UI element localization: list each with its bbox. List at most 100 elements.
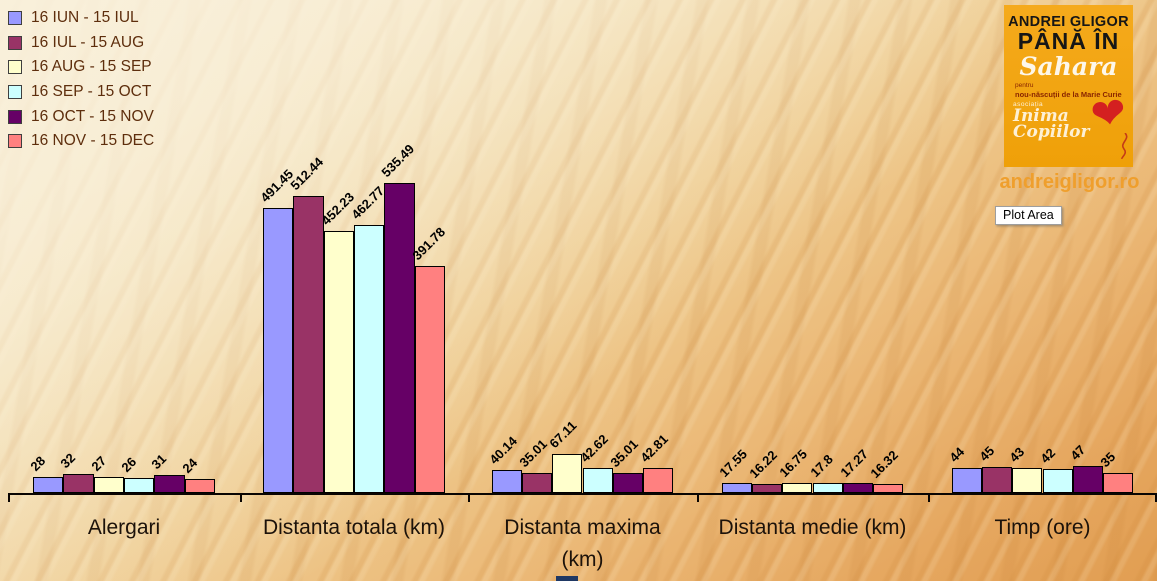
bar-16IUN-15IUL-0[interactable] bbox=[33, 477, 64, 493]
bar-16IUL-15AUG-4[interactable] bbox=[981, 467, 1013, 493]
bar-16OCT-15NOV-3[interactable] bbox=[842, 483, 874, 493]
bar-16NOV-15DEC-4[interactable] bbox=[1103, 473, 1134, 493]
legend-label: 16 NOV - 15 DEC bbox=[31, 132, 155, 150]
bar-16NOV-15DEC-3[interactable] bbox=[873, 484, 904, 493]
bar-data-label: 27 bbox=[88, 453, 109, 474]
bar-16NOV-15DEC-1[interactable] bbox=[414, 266, 445, 493]
bar-data-label: 67.11 bbox=[546, 417, 580, 451]
bar-data-label: 47 bbox=[1067, 442, 1089, 463]
bar-16NOV-15DEC-0[interactable] bbox=[184, 479, 215, 493]
legend-label: 16 IUN - 15 IUL bbox=[31, 9, 139, 27]
category-label: Timp (ore) bbox=[994, 516, 1091, 539]
charity-association-label: asociația bbox=[1013, 101, 1044, 109]
bar-16IUN-15IUL-1[interactable] bbox=[263, 208, 294, 493]
bar-data-label: 16.75 bbox=[776, 446, 811, 480]
axis-tick bbox=[468, 493, 470, 502]
axis-tick bbox=[240, 493, 242, 502]
legend-item[interactable]: 16 OCT - 15 NOV bbox=[8, 104, 154, 129]
category-axis-line bbox=[8, 493, 1157, 495]
legend-swatch-icon bbox=[8, 60, 22, 75]
heart-balloon-string bbox=[1121, 133, 1128, 160]
logo-title-script: Sahara bbox=[1019, 52, 1118, 82]
bar-data-label: 42.81 bbox=[637, 431, 672, 465]
cropped-artifact bbox=[556, 576, 578, 581]
bar-data-label: 43 bbox=[1006, 444, 1028, 465]
bar-data-label: 17.55 bbox=[715, 446, 750, 480]
logo-subtitle: nou-născuții de la Marie Curie bbox=[1015, 90, 1122, 100]
legend-swatch-icon bbox=[8, 35, 22, 50]
charity-block: asociația Inima Copiilor ❤ bbox=[1004, 88, 1133, 160]
bar-data-label: 44 bbox=[945, 444, 967, 465]
bar-data-label: 24 bbox=[179, 455, 200, 476]
bar-16IUN-15IUL-4[interactable] bbox=[951, 468, 982, 493]
bar-16OCT-15NOV-1[interactable] bbox=[384, 183, 415, 493]
legend-swatch-icon bbox=[8, 11, 22, 26]
logo-subtitle-small: pentru bbox=[1015, 82, 1034, 90]
heart-icon: ❤ bbox=[1088, 88, 1130, 160]
bar-16IUL-15AUG-0[interactable] bbox=[63, 474, 94, 493]
bar-16IUN-15IUL-2[interactable] bbox=[491, 470, 522, 493]
campaign-logo: ANDREI GLIGOR PÂNĂ ÎN Sahara pentru nou-… bbox=[1004, 5, 1133, 167]
legend-swatch-icon bbox=[8, 85, 22, 100]
legend-label: 16 SEP - 15 OCT bbox=[31, 83, 152, 101]
bar-data-label: 35.01 bbox=[607, 436, 641, 470]
bar-data-label: 17.27 bbox=[837, 446, 871, 480]
axis-tick bbox=[928, 493, 930, 502]
website-url: andreigligor.ro bbox=[999, 171, 1140, 193]
bar-data-label: 28 bbox=[27, 453, 49, 474]
bar-data-label: 40.14 bbox=[485, 433, 520, 467]
bar-data-label: 31 bbox=[148, 451, 170, 472]
bar-16IUN-15IUL-3[interactable] bbox=[721, 483, 752, 493]
bar-16AUG-15SEP-3[interactable] bbox=[782, 483, 813, 493]
legend-label: 16 IUL - 15 AUG bbox=[31, 33, 145, 51]
legend-label: 16 OCT - 15 NOV bbox=[31, 107, 154, 125]
bar-data-label: 16.22 bbox=[746, 447, 780, 481]
category-label: Alergari bbox=[87, 516, 161, 539]
plot-area-tooltip: Plot Area bbox=[995, 206, 1062, 225]
logo-author: ANDREI GLIGOR bbox=[1008, 14, 1129, 30]
bar-data-label: 17.8 bbox=[806, 451, 836, 480]
bar-16SEP-15OCT-0[interactable] bbox=[124, 478, 155, 493]
legend-item[interactable]: 16 NOV - 15 DEC bbox=[8, 129, 154, 154]
bar-data-label: 391.78 bbox=[409, 224, 448, 263]
legend-item[interactable]: 16 AUG - 15 SEP bbox=[8, 55, 154, 80]
chart-legend[interactable]: 16 IUN - 15 IUL 16 IUL - 15 AUG 16 AUG - 1… bbox=[8, 6, 154, 154]
legend-label: 16 AUG - 15 SEP bbox=[31, 58, 152, 76]
axis-tick bbox=[8, 493, 10, 502]
bar-16IUL-15AUG-1[interactable] bbox=[293, 196, 324, 493]
category-label: Distanta maxima (km) bbox=[504, 516, 661, 571]
category-label: Distanta totala (km) bbox=[262, 516, 446, 539]
bar-16NOV-15DEC-2[interactable] bbox=[643, 468, 674, 493]
logo-title: PÂNĂ ÎN bbox=[1017, 28, 1120, 54]
bar-data-label: 32 bbox=[57, 450, 79, 471]
category-label: Distanta medie (km) bbox=[718, 516, 907, 539]
axis-tick bbox=[1155, 493, 1157, 502]
bar-16IUL-15AUG-3[interactable] bbox=[751, 484, 783, 493]
bar-16OCT-15NOV-4[interactable] bbox=[1072, 466, 1104, 493]
bar-data-label: 35.01 bbox=[516, 436, 550, 470]
bar-16SEP-15OCT-2[interactable] bbox=[582, 468, 613, 493]
legend-swatch-icon bbox=[8, 134, 22, 149]
bar-16OCT-15NOV-0[interactable] bbox=[154, 475, 185, 493]
legend-item[interactable]: 16 IUN - 15 IUL bbox=[8, 6, 154, 31]
bar-data-label: 45 bbox=[976, 443, 998, 464]
bar-16SEP-15OCT-4[interactable] bbox=[1042, 469, 1073, 493]
legend-item[interactable]: 16 SEP - 15 OCT bbox=[8, 80, 154, 105]
bar-16OCT-15NOV-2[interactable] bbox=[612, 473, 644, 493]
bar-16AUG-15SEP-0[interactable] bbox=[93, 477, 124, 493]
legend-item[interactable]: 16 IUL - 15 AUG bbox=[8, 31, 154, 56]
legend-swatch-icon bbox=[8, 109, 22, 124]
axis-tick bbox=[697, 493, 699, 502]
bar-16SEP-15OCT-1[interactable] bbox=[354, 225, 385, 493]
charity-name-line2: Copiilor bbox=[1013, 122, 1090, 143]
charity-name-line1: Inima bbox=[1013, 106, 1069, 127]
bar-16AUG-15SEP-2[interactable] bbox=[552, 454, 583, 493]
bar-data-label: 42 bbox=[1036, 445, 1058, 466]
bar-data-label: 16.32 bbox=[867, 447, 902, 481]
bar-16SEP-15OCT-3[interactable] bbox=[812, 483, 843, 493]
bar-16AUG-15SEP-1[interactable] bbox=[323, 231, 354, 493]
bar-16AUG-15SEP-4[interactable] bbox=[1012, 468, 1043, 493]
bar-data-label: 535.49 bbox=[378, 141, 418, 180]
bar-16IUL-15AUG-2[interactable] bbox=[521, 473, 553, 493]
